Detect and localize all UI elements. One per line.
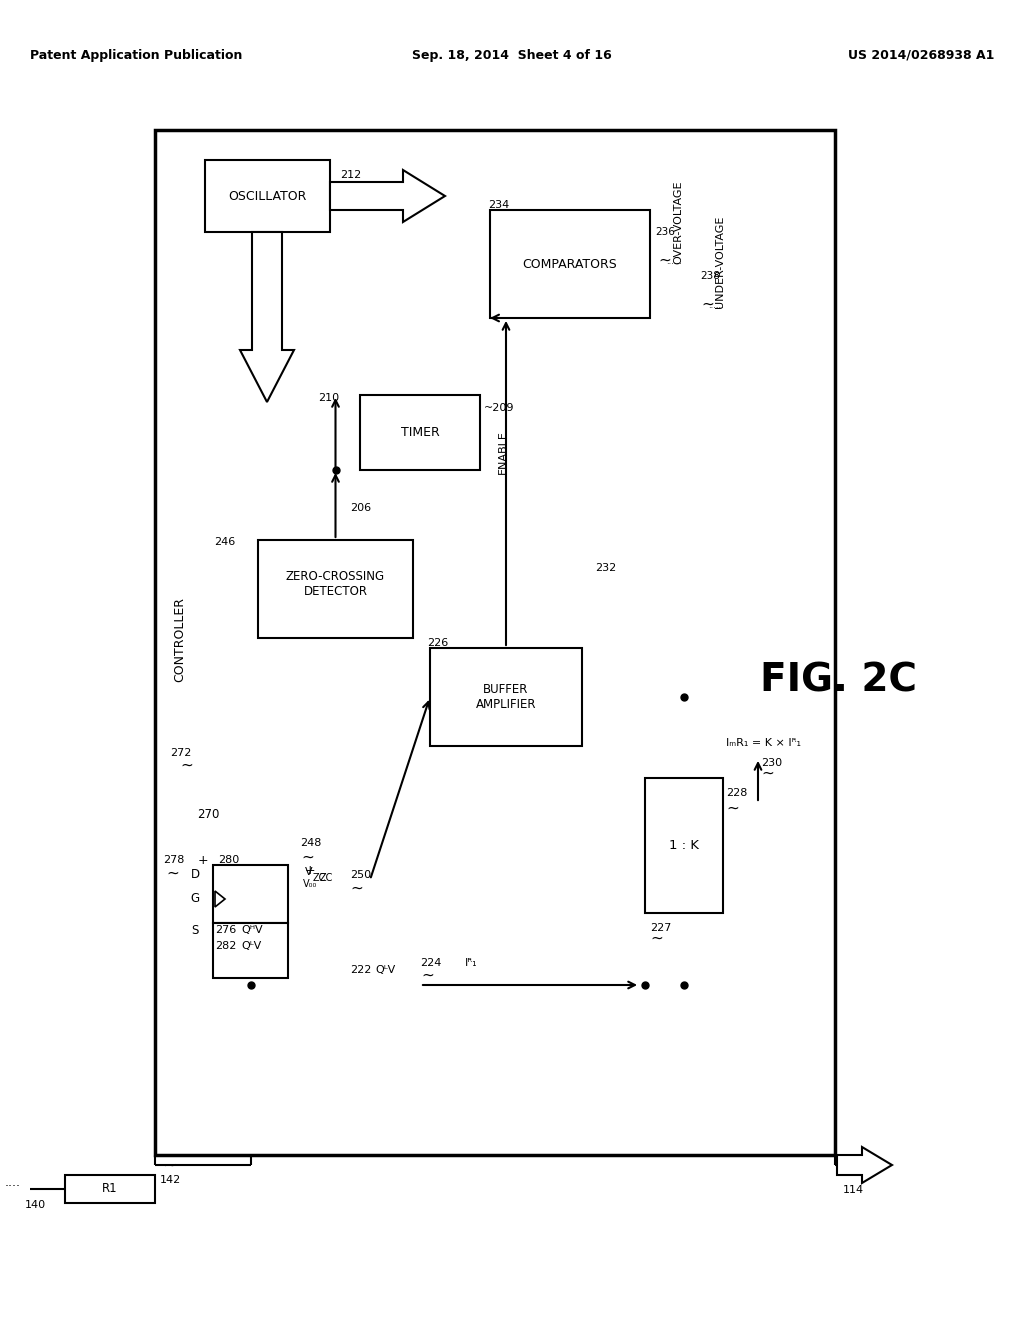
Text: 238: 238 (700, 271, 720, 281)
Text: 232: 232 (595, 564, 616, 573)
Text: ~: ~ (164, 1158, 176, 1172)
Polygon shape (330, 170, 445, 222)
Text: Sep. 18, 2014  Sheet 4 of 16: Sep. 18, 2014 Sheet 4 of 16 (412, 49, 612, 62)
Text: OSCILLATOR: OSCILLATOR (228, 190, 306, 202)
Text: ....: .... (5, 1176, 22, 1188)
Text: FIG. 2C: FIG. 2C (760, 661, 918, 700)
Text: 248: 248 (300, 838, 322, 847)
Text: 230: 230 (761, 758, 782, 768)
FancyBboxPatch shape (490, 210, 650, 318)
Text: ZC: ZC (313, 873, 327, 883)
Text: ZC: ZC (319, 873, 334, 883)
Text: ~: ~ (658, 253, 672, 268)
Text: TIMER: TIMER (400, 426, 439, 440)
Text: D: D (190, 869, 200, 882)
Text: +: + (305, 863, 315, 876)
Text: G: G (190, 892, 200, 906)
Text: ~: ~ (701, 296, 715, 312)
Text: 228: 228 (726, 788, 748, 799)
Text: +: + (198, 854, 208, 866)
Text: OVER-VOLTAGE: OVER-VOLTAGE (673, 181, 683, 264)
FancyBboxPatch shape (213, 865, 288, 923)
Text: ......: ...... (708, 301, 724, 310)
Polygon shape (837, 1147, 892, 1183)
Text: Iᴿ₁: Iᴿ₁ (465, 958, 477, 968)
Text: QᴸV: QᴸV (241, 941, 261, 950)
Text: US 2014/0268938 A1: US 2014/0268938 A1 (848, 49, 994, 62)
FancyBboxPatch shape (258, 540, 413, 638)
Text: 234: 234 (488, 201, 509, 210)
FancyBboxPatch shape (213, 923, 288, 978)
Polygon shape (215, 891, 225, 907)
Text: 140: 140 (25, 1200, 46, 1210)
Text: 1 : K: 1 : K (669, 840, 699, 851)
Text: BUFFER
AMPLIFIER: BUFFER AMPLIFIER (476, 682, 537, 711)
Text: 270: 270 (197, 808, 219, 821)
Text: ......: ...... (666, 257, 682, 267)
Text: 282: 282 (215, 941, 237, 950)
Text: 224: 224 (420, 958, 441, 968)
Text: 272: 272 (170, 748, 191, 758)
Text: 276: 276 (215, 925, 237, 935)
Text: ENABLE: ENABLE (498, 430, 508, 474)
Text: 280: 280 (218, 855, 240, 865)
Text: ~: ~ (422, 968, 434, 982)
Text: 226: 226 (427, 638, 449, 648)
Text: QᴴV: QᴴV (241, 925, 262, 935)
Text: 212: 212 (340, 170, 361, 180)
FancyBboxPatch shape (645, 777, 723, 913)
Text: 114: 114 (843, 1185, 864, 1195)
Text: S: S (191, 924, 199, 937)
FancyBboxPatch shape (65, 1175, 155, 1203)
Text: QᴸV: QᴸV (375, 965, 395, 975)
Text: UNDER-VOLTAGE: UNDER-VOLTAGE (715, 215, 725, 308)
Text: V₀₀: V₀₀ (303, 879, 317, 888)
Text: 227: 227 (650, 923, 672, 933)
Text: R1: R1 (102, 1183, 118, 1196)
Text: 210: 210 (318, 393, 339, 403)
FancyBboxPatch shape (430, 648, 582, 746)
Text: 236: 236 (655, 227, 675, 238)
Text: ~: ~ (302, 850, 314, 865)
Text: CONTROLLER: CONTROLLER (173, 598, 186, 682)
Polygon shape (240, 232, 294, 403)
Text: ~209: ~209 (484, 403, 514, 413)
Text: ~: ~ (167, 866, 179, 880)
Text: 278: 278 (163, 855, 184, 865)
Text: 246: 246 (214, 537, 236, 546)
Text: IₘR₁ = K × Iᴿ₁: IₘR₁ = K × Iᴿ₁ (726, 738, 801, 748)
Text: ~: ~ (350, 880, 364, 895)
Text: ~: ~ (726, 800, 738, 816)
Text: 206: 206 (350, 503, 371, 513)
Text: 222: 222 (350, 965, 372, 975)
Text: Patent Application Publication: Patent Application Publication (30, 49, 243, 62)
Text: ~: ~ (761, 766, 774, 780)
Text: ZERO-CROSSING
DETECTOR: ZERO-CROSSING DETECTOR (286, 570, 385, 598)
Text: V: V (305, 867, 312, 876)
FancyBboxPatch shape (155, 129, 835, 1155)
FancyBboxPatch shape (360, 395, 480, 470)
Text: ~: ~ (650, 931, 663, 945)
Text: 250: 250 (350, 870, 371, 880)
Text: ~: ~ (180, 758, 193, 772)
FancyBboxPatch shape (205, 160, 330, 232)
Text: COMPARATORS: COMPARATORS (522, 257, 617, 271)
Text: 142: 142 (160, 1175, 181, 1185)
